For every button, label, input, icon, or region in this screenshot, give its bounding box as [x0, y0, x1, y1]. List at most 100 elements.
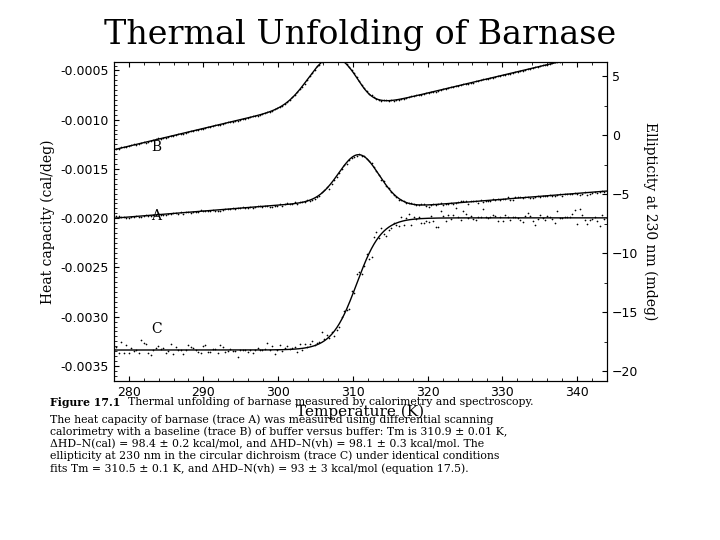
Point: [591, 49, 603, 57]
Point: [237, 202, 248, 211]
Point: [378, 230, 390, 238]
Point: [557, 192, 568, 200]
Point: [155, 134, 166, 143]
Point: [586, 214, 598, 223]
Point: [415, 199, 427, 208]
Point: [368, 163, 379, 171]
Point: [361, 87, 372, 96]
Point: [148, 346, 159, 355]
Point: [440, 84, 451, 93]
Point: [557, 213, 568, 222]
Point: [257, 202, 269, 211]
Point: [284, 200, 295, 208]
Point: [445, 198, 456, 207]
Point: [443, 211, 454, 219]
Point: [517, 217, 528, 226]
Point: [510, 212, 521, 221]
Point: [364, 90, 375, 98]
Point: [477, 75, 489, 84]
Point: [519, 212, 531, 221]
Point: [257, 110, 269, 119]
Point: [249, 112, 261, 120]
Point: [534, 211, 546, 219]
Point: [601, 45, 613, 54]
Point: [168, 350, 179, 359]
Point: [115, 338, 127, 347]
Point: [297, 345, 308, 354]
Point: [390, 193, 402, 201]
Point: [289, 197, 300, 206]
Point: [225, 345, 236, 353]
Point: [110, 343, 122, 352]
Point: [435, 207, 446, 216]
Point: [336, 56, 348, 64]
Point: [423, 89, 434, 97]
Point: [336, 313, 348, 322]
Point: [235, 346, 246, 354]
Point: [128, 140, 140, 149]
Point: [279, 344, 291, 353]
Point: [549, 58, 561, 67]
Point: [244, 113, 256, 122]
Point: [314, 60, 325, 69]
Point: [405, 220, 417, 229]
Point: [138, 212, 149, 220]
Point: [326, 53, 338, 62]
Point: [294, 85, 305, 93]
Point: [541, 60, 553, 69]
Point: [276, 102, 288, 110]
Point: [557, 57, 568, 65]
Point: [247, 204, 258, 212]
Point: [405, 92, 417, 101]
Point: [346, 287, 357, 296]
Point: [170, 342, 181, 351]
Point: [564, 55, 575, 63]
Point: [264, 202, 276, 211]
Point: [505, 69, 516, 78]
Point: [455, 197, 467, 206]
Point: [130, 212, 142, 220]
Point: [505, 196, 516, 205]
Point: [120, 340, 132, 349]
Point: [289, 91, 300, 99]
Point: [323, 52, 335, 61]
Point: [529, 221, 541, 230]
Point: [532, 214, 544, 223]
Point: [410, 200, 422, 209]
Point: [299, 79, 310, 88]
Point: [485, 197, 496, 206]
Point: [239, 345, 251, 354]
Point: [311, 62, 323, 71]
Point: [301, 342, 312, 351]
Point: [343, 305, 355, 314]
Point: [163, 210, 174, 218]
Text: C: C: [151, 321, 162, 335]
Point: [165, 131, 176, 140]
Point: [135, 335, 147, 344]
Point: [537, 214, 549, 222]
Point: [359, 84, 370, 92]
Point: [552, 191, 563, 200]
Point: [319, 185, 330, 194]
Point: [220, 348, 231, 356]
Point: [378, 177, 390, 186]
Point: [242, 113, 253, 122]
Point: [113, 145, 125, 153]
Point: [158, 343, 169, 352]
Point: [190, 346, 202, 354]
Point: [490, 73, 501, 82]
Point: [110, 212, 122, 220]
Point: [559, 56, 570, 64]
Point: [373, 171, 384, 180]
Point: [505, 216, 516, 225]
Point: [586, 49, 598, 58]
Point: [569, 189, 580, 198]
Point: [309, 66, 320, 75]
Point: [426, 211, 437, 220]
Point: [440, 217, 451, 226]
Point: [435, 199, 446, 207]
Point: [512, 214, 523, 222]
Point: [541, 211, 553, 220]
Point: [254, 346, 266, 354]
Point: [472, 198, 484, 207]
